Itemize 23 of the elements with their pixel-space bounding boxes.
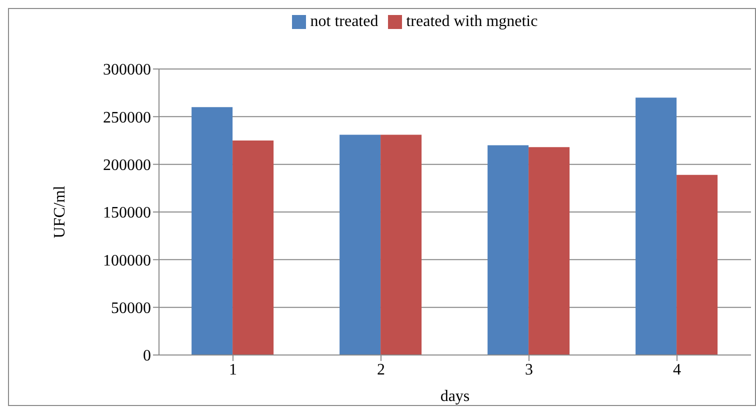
legend-label: treated with mgnetic bbox=[406, 13, 538, 30]
y-tick-label: 300000 bbox=[103, 62, 151, 79]
x-tick-label: 3 bbox=[525, 361, 533, 378]
bar bbox=[232, 140, 274, 355]
bar bbox=[340, 134, 381, 355]
bar bbox=[488, 145, 529, 355]
bar bbox=[676, 174, 718, 355]
bar bbox=[528, 147, 570, 355]
x-tick-label: 2 bbox=[377, 361, 385, 378]
y-axis-title: UFC/ml bbox=[52, 185, 69, 238]
y-tick-label: 100000 bbox=[103, 252, 151, 270]
x-tick-label: 4 bbox=[673, 361, 681, 378]
bar bbox=[380, 134, 422, 355]
y-tick-label: 150000 bbox=[103, 204, 151, 222]
x-axis-title: days bbox=[440, 388, 470, 405]
y-tick-label: 50000 bbox=[111, 300, 151, 318]
y-tick-label: 250000 bbox=[103, 109, 151, 126]
y-tick-label: 0 bbox=[143, 348, 151, 365]
x-tick-label: 1 bbox=[229, 361, 237, 378]
bar bbox=[636, 98, 677, 355]
legend-label: not treated bbox=[310, 13, 378, 30]
bar bbox=[192, 107, 233, 355]
y-tick-label: 200000 bbox=[103, 157, 151, 174]
